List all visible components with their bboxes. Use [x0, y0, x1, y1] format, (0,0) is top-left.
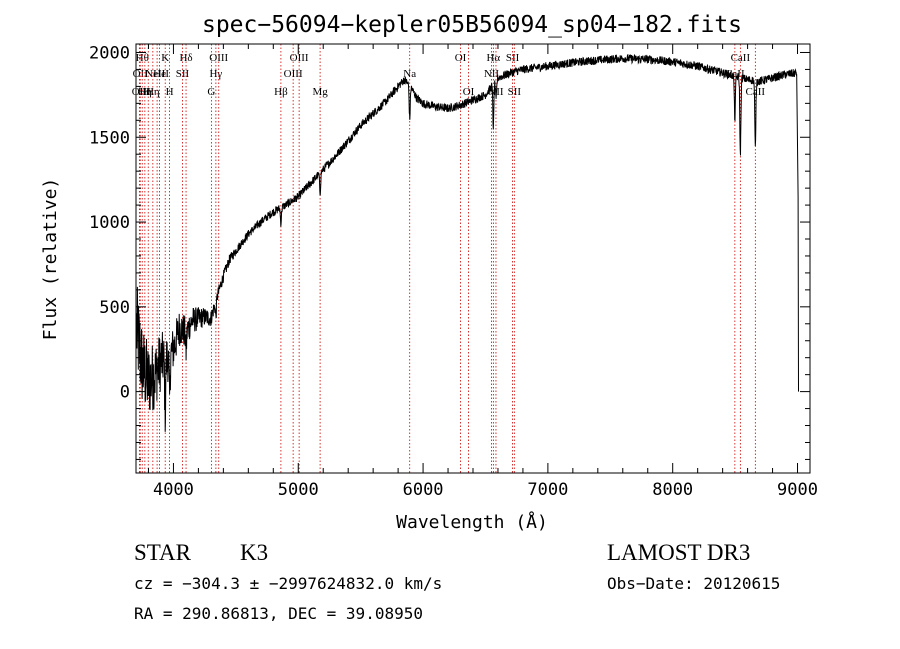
y-tick-label: 1000 [89, 213, 130, 233]
y-tick-label: 0 [120, 383, 130, 403]
y-tick-label: 1500 [89, 128, 130, 148]
line-marker-label: NII [484, 68, 500, 80]
radec-readout: RA = 290.86813, DEC = 39.08950 [134, 604, 423, 623]
y-axis-label: Flux (relative) [40, 178, 61, 341]
line-marker-label: SII [508, 86, 522, 98]
chart-title: spec−56094−kepler05B56094_sp04−182.fits [202, 12, 742, 38]
line-marker-label: K [161, 52, 169, 64]
x-axis-label: Wavelength (Å) [396, 511, 548, 533]
spectrum-series [136, 53, 799, 432]
line-marker-label: OIII [284, 68, 303, 80]
line-marker-label: He [153, 68, 166, 80]
line-marker-label: CaII [731, 52, 751, 64]
line-marker-label: Hη [146, 86, 160, 98]
line-marker-label: OI [463, 86, 475, 98]
line-marker-label: OIII [290, 52, 309, 64]
x-tick-label: 6000 [403, 480, 444, 500]
x-tick-label: 5000 [278, 480, 319, 500]
y-tick-label: 2000 [89, 43, 130, 63]
obs-date: Obs−Date: 20120615 [607, 574, 780, 593]
line-marker-label: OI [455, 52, 467, 64]
line-marker-label: H [166, 86, 174, 98]
line-marker-label: OII [133, 68, 149, 80]
line-marker-label: Hι [143, 86, 154, 98]
line-marker-label: G [207, 86, 215, 98]
line-marker-label: CaII [746, 86, 766, 98]
line-marker-label: Mg [312, 86, 328, 98]
line-marker-label: Hα [486, 52, 500, 64]
line-marker-label: OIII [209, 52, 228, 64]
plot-frame [135, 43, 811, 474]
line-marker-label: SII [176, 68, 190, 80]
axis-ticks: 4000 5000 6000 7000 8000 9000 0 500 1000 1500 2000 [89, 43, 818, 500]
x-tick-label: 4000 [153, 480, 194, 500]
x-tick-label: 7000 [527, 480, 568, 500]
line-marker-label: Hη [138, 86, 152, 98]
x-tick-label: 9000 [777, 480, 818, 500]
line-marker-label: NeIII [145, 68, 169, 80]
line-marker-label: Hβ [274, 86, 288, 98]
x-tick-label: 8000 [652, 480, 693, 500]
y-tick-label: 500 [99, 298, 130, 318]
spectral-line-markers: OIIOIIHθHηHιHηNeIIIHeKHSIIHδGHγOIIIHβOII… [132, 44, 766, 473]
line-marker-label: Hθ [136, 52, 149, 64]
line-marker-label: Hγ [209, 68, 222, 80]
redshift-readout: cz = −304.3 ± −2997624832.0 km/s [134, 574, 442, 593]
survey-name: LAMOST DR3 [607, 540, 750, 565]
object-class: STAR [134, 540, 192, 565]
line-marker-label: Na [403, 68, 416, 80]
line-marker-label: Hδ [179, 52, 192, 64]
line-marker-label: SII [506, 52, 520, 64]
object-subclass: K3 [240, 540, 268, 565]
